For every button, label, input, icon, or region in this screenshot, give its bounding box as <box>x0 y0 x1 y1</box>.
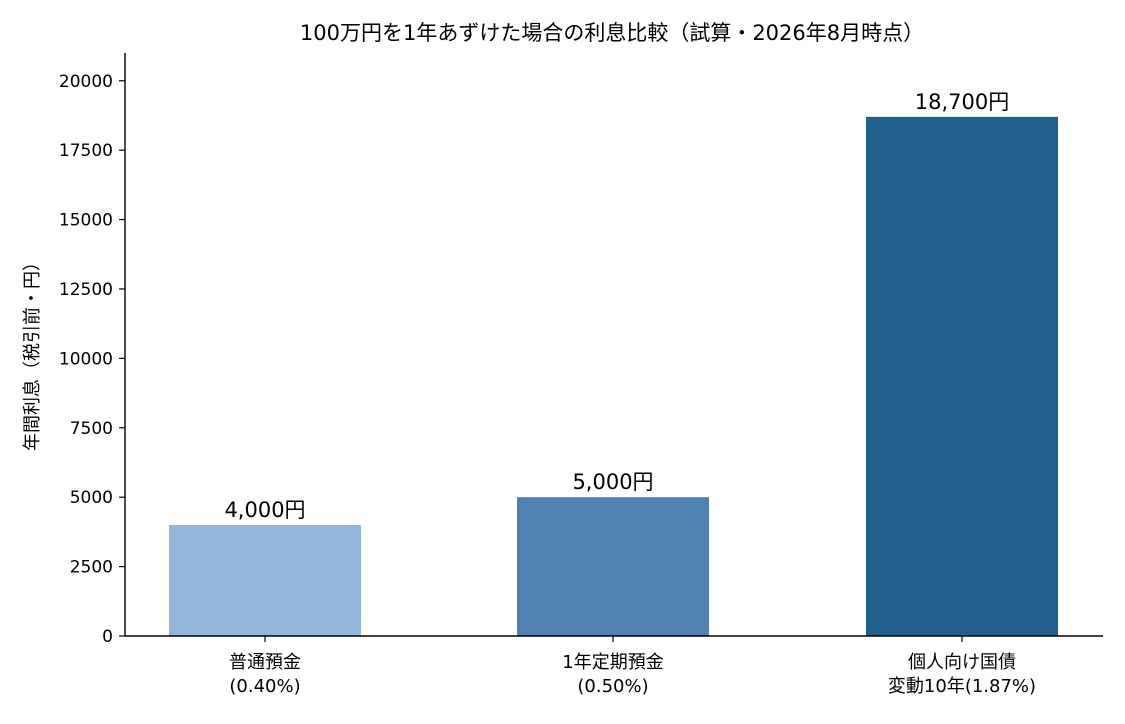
x-category-label: 普通預金 <box>229 652 301 673</box>
y-axis-ticks: 0 2500 5000 7500 10000 12500 15000 17500 20000 <box>59 72 125 647</box>
x-category-label: 1年定期預金 <box>562 652 663 673</box>
bars <box>169 116 1058 637</box>
x-axis-category-labels: 普通預金 (0.40%) 1年定期預金 (0.50%) 個人向け国債変動10年(1.87… <box>229 636 1036 697</box>
x-category-label: (0.40%) <box>229 676 300 697</box>
y-tick-label: 17500 <box>59 141 113 161</box>
bar <box>517 497 709 636</box>
y-tick-label: 5000 <box>70 488 113 508</box>
bar-value-label: 4,000円 <box>224 498 305 522</box>
y-tick-label: 2500 <box>70 558 113 578</box>
y-tick-label: 10000 <box>59 349 113 369</box>
bar-value-label: 5,000円 <box>572 470 653 494</box>
bar <box>169 524 361 636</box>
bar-value-label: 18,700円 <box>915 90 1009 114</box>
y-tick-label: 20000 <box>59 72 113 92</box>
y-tick-label: 15000 <box>59 211 113 231</box>
y-tick-label: 12500 <box>59 280 113 300</box>
data-labels: 4,000円 5,000円 18,700円 <box>224 90 1009 522</box>
x-category-label: (0.50%) <box>577 676 648 697</box>
x-category-label: 個人向け国債 <box>908 652 1016 673</box>
x-category-label: 変動10年(1.87%) <box>888 676 1036 697</box>
chart-title: 100万円を1年あずけた場合の利息比較（試算・2026年8月時点） <box>300 21 924 45</box>
y-tick-label: 7500 <box>70 419 113 439</box>
y-tick-label: 0 <box>102 627 113 647</box>
y-axis-title: 年間利息（税引前・円） <box>22 253 43 451</box>
bar <box>866 116 1058 637</box>
